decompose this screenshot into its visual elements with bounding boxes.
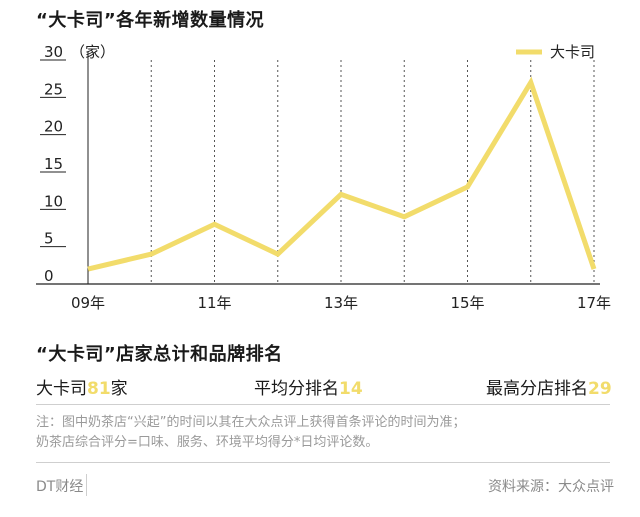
source-credit: 资料来源：大众点评 xyxy=(488,479,614,495)
stat-suffix: 家 xyxy=(110,379,128,399)
legend: 大卡司 xyxy=(516,43,595,61)
divider xyxy=(36,462,610,463)
x-tick-label: 15年 xyxy=(450,294,484,312)
x-tick-label: 17年 xyxy=(577,294,611,312)
stat-value: 29 xyxy=(588,379,612,399)
footnote-line: 奶茶店综合评分=口味、服务、环境平均得分*日均评论数。 xyxy=(36,435,379,450)
x-tick-label: 11年 xyxy=(197,294,231,312)
footnote: 注：图中奶茶店“兴起”的时间以其在大众点评上获得首条评论的时间为准； 奶茶店综合… xyxy=(36,413,616,453)
brand-logo-text: DT财经 xyxy=(36,479,84,495)
series-lines xyxy=(87,76,597,272)
stat-value: 81 xyxy=(87,379,111,399)
stat-store-count: 大卡司81家 xyxy=(36,374,128,399)
series-line xyxy=(87,76,597,272)
stat-value: 14 xyxy=(339,379,363,399)
x-tick-label: 13年 xyxy=(324,294,358,312)
legend-label: 大卡司 xyxy=(550,43,595,61)
y-axis-unit: （家） xyxy=(70,43,115,61)
footer-separator xyxy=(86,474,87,496)
divider xyxy=(36,404,610,405)
x-tick-label: 09年 xyxy=(71,294,105,312)
y-tick-label: 10 xyxy=(44,192,63,210)
stat-top-store-rank: 最高分店排名29 xyxy=(486,374,612,399)
y-tick-label: 25 xyxy=(44,80,63,98)
stat-average-rank: 平均分排名14 xyxy=(254,374,363,399)
x-tick-labels: 09年 11年 13年 15年 17年 xyxy=(71,294,611,312)
stat-label: 大卡司 xyxy=(36,379,87,399)
summary-stats: 大卡司81家 平均分排名14 最高分店排名29 xyxy=(0,374,640,400)
chart-title: “大卡司”各年新增数量情况 xyxy=(36,10,265,31)
axes xyxy=(36,52,600,285)
y-tick-label: 5 xyxy=(44,230,54,248)
y-tick-label: 20 xyxy=(44,118,63,136)
y-tick-labels: 0 5 10 15 20 25 30 （家） xyxy=(40,43,115,285)
summary-title: “大卡司”店家总计和品牌排名 xyxy=(36,344,283,365)
y-tick-label: 15 xyxy=(44,155,63,173)
stat-label: 平均分排名 xyxy=(254,379,339,399)
y-tick-label: 30 xyxy=(44,43,63,61)
footnote-line: 注：图中奶茶店“兴起”的时间以其在大众点评上获得首条评论的时间为准； xyxy=(36,415,466,430)
grid-lines xyxy=(150,60,595,284)
y-tick-label: 0 xyxy=(44,267,54,285)
stat-label: 最高分店排名 xyxy=(486,379,588,399)
line-chart: 0 5 10 15 20 25 30 （家） 09年 11年 13年 15年 17年 大卡司 xyxy=(36,43,611,312)
